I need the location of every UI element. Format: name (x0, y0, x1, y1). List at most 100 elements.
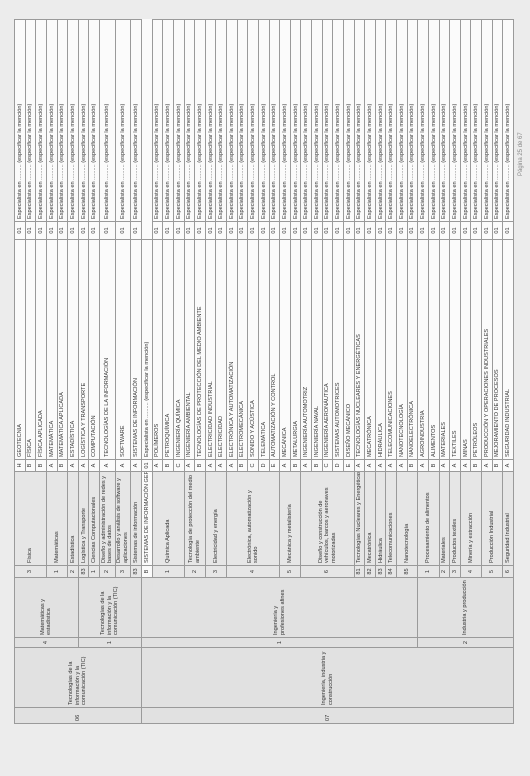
variant-letter: A (215, 459, 227, 472)
level-number: 01 (502, 221, 514, 240)
program-name: TEXTILES (449, 239, 461, 460)
variant-letter: A (115, 459, 131, 472)
subarea-code: 83 (78, 565, 89, 578)
program-name: FÍSICA APLICADA (35, 239, 47, 460)
variant-letter: C (322, 459, 333, 472)
level-number: 01 (173, 221, 185, 240)
program-name: NANOTECNOLOGÍA (396, 239, 408, 460)
level-number: 01 (141, 459, 153, 472)
variant-letter: A (364, 459, 376, 472)
subarea-code: 6 (300, 565, 355, 578)
variant-letter: E (269, 459, 280, 472)
variant-letter: A (205, 459, 216, 472)
program-name: PRODUCCIÓN Y OPERACIONES INDUSTRIALES (481, 239, 493, 460)
specialist-title: Especialista en .......... (especificar … (460, 19, 471, 222)
subarea-code: 81 (354, 565, 365, 578)
subarea-title: Producción Industrial (481, 471, 503, 566)
subarea-code: 1 (152, 565, 185, 578)
variant-letter: A (46, 459, 57, 472)
subarea-code: 3 (115, 565, 131, 578)
subarea-code: 84 (385, 565, 397, 578)
subarea-title: Matemáticas (46, 471, 68, 566)
variant-letter: A (417, 459, 429, 472)
subarea-title: Ciencias Computacionales (88, 471, 100, 566)
subarea-title: Hidráulica (375, 471, 386, 566)
program-name: AGROINDUSTRIA (417, 239, 429, 460)
program-name: INGENIERÍA AERONÁUTICA (322, 239, 333, 460)
subarea-title: Logística y Transporte (78, 471, 89, 566)
subarea-title: Seguridad Industrial (502, 471, 514, 566)
subarea-code: 83 (375, 565, 386, 578)
variant-letter: A (439, 459, 450, 472)
table-row: 06 Tecnologías de la información y la co… (14, 19, 142, 724)
program-name: MECÁNICA (279, 239, 291, 460)
level-number: 01 (99, 221, 116, 240)
program-name: ESTADÍSTICA (67, 239, 79, 460)
program-name: LOGÍSTICA Y TRANSPORTE (78, 239, 89, 460)
subarea-code: 3 (205, 565, 227, 578)
specialist-title: Especialista en .......... (especificar … (194, 19, 206, 222)
subarea-code: 83 (130, 565, 142, 578)
area-title-4: Matemáticas y estadística (14, 577, 79, 638)
page-number: Página 25 de 67 (518, 132, 524, 176)
level-number: 01 (184, 221, 195, 240)
subarea-title: Física (14, 471, 47, 566)
variant-letter: A (300, 459, 312, 472)
specialist-title: Especialista en .......... (especificar … (417, 19, 429, 222)
specialist-title: Especialista en .......... (especificar … (364, 19, 376, 222)
level-number: 01 (57, 221, 68, 240)
program-name: TECNOLOGÍAS NUCLEARES Y ENERGÉTICAS (354, 239, 365, 460)
program-name: SEGURIDAD INDUSTRIAL (502, 239, 514, 460)
level-number: 01 (130, 221, 142, 240)
variant-letter: B (407, 459, 418, 472)
level-number: 01 (460, 221, 471, 240)
specialist-title: Especialista en .......... (especificar … (46, 19, 57, 222)
subarea-code: 4 (226, 565, 280, 578)
table-row: 2 Industria y producción 1 Procesamiento… (417, 19, 514, 724)
program-name: AUTOMATIZACIÓN Y CONTROL (269, 239, 280, 460)
program-name: ALIMENTOS (428, 239, 440, 460)
variant-letter: A (354, 459, 365, 472)
specialist-title: Especialista en .......... (especificar … (205, 19, 216, 222)
variant-letter: A (78, 459, 89, 472)
variant-letter: C (173, 459, 185, 472)
specialist-title: Especialista en .......... (especificar … (78, 19, 89, 222)
variant-letter: A (152, 459, 163, 472)
variant-letter: D (332, 459, 344, 472)
specialist-title: Especialista en .......... (especificar … (279, 19, 291, 222)
specialist-title: Especialista en .......... (especificar … (226, 19, 238, 222)
level-number: 01 (78, 221, 89, 240)
table-row: 07 Ingeniería, industria y construcción … (141, 20, 514, 724)
specialist-title: Especialista en .......... (especificar … (258, 19, 270, 222)
specialist-title: Especialista en .......... (especificar … (57, 19, 68, 222)
specialist-title: Especialista en .......... (especificar … (343, 19, 355, 222)
program-name: SISTEMAS DE INFORMACIÓN (130, 239, 142, 460)
level-number: 01 (407, 221, 418, 240)
specialist-title: Especialista en .......... (especificar … (502, 19, 514, 222)
subarea-title: Sistemas de información (130, 471, 142, 566)
variant-letter: E (343, 459, 355, 472)
subarea-title: Desarrollo y análisis de software y apli… (115, 471, 131, 566)
level-number: 01 (205, 221, 216, 240)
program-name: TELECOMUNICACIONES (385, 239, 397, 460)
level-number: 01 (194, 221, 206, 240)
program-name: MATEMÁTICA APLICADA (57, 239, 68, 460)
subarea-code: 4 (460, 565, 482, 578)
subarea-title: Tecnologías Nucleares y Energéticas (354, 471, 365, 566)
specialist-title: Especialista en .......... (especificar … (407, 19, 418, 222)
field-title-06: Tecnologías de la información y la comun… (14, 647, 142, 708)
table-row: 1 Tecnologías de la información y la com… (78, 19, 142, 724)
subarea-title: Nanotecnología (396, 471, 418, 566)
subarea-code: 1 (417, 565, 440, 578)
field-code-06: 06 (14, 707, 142, 724)
program-name: ELECTROMECÁNICA (237, 239, 248, 460)
program-name: FÍSICA (25, 239, 36, 460)
subarea-title: Electricidad y energía (205, 471, 227, 566)
variant-letter: B (162, 459, 174, 472)
variant-letter: B (428, 459, 440, 472)
subarea-code: 2 (184, 565, 206, 578)
variant-letter: A (449, 459, 461, 472)
specialist-title: Especialista en .......... (especificar … (130, 19, 142, 222)
